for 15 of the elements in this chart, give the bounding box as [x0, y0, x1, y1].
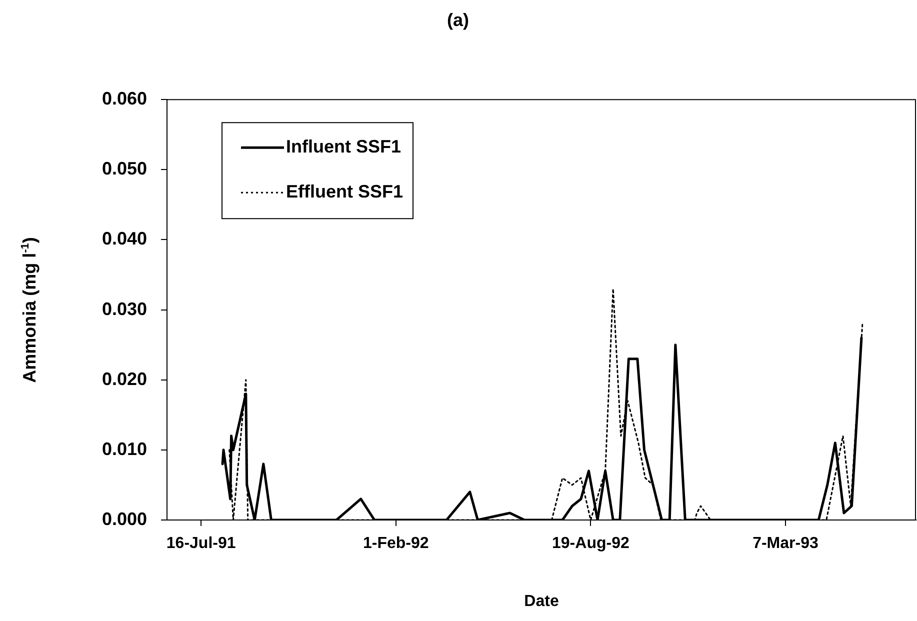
- x-tick-label: 16-Jul-91: [166, 535, 236, 552]
- chart-title: (a): [447, 10, 470, 30]
- y-tick-label: 0.010: [102, 438, 147, 459]
- x-axis-title: Date: [524, 592, 559, 610]
- y-tick-label: 0.000: [102, 508, 147, 529]
- y-tick-label: 0.040: [102, 228, 147, 249]
- y-tick-label: 0.030: [102, 298, 147, 319]
- y-tick-label: 0.060: [102, 88, 147, 109]
- legend-label: Influent SSF1: [286, 136, 402, 157]
- x-tick-label: 1-Feb-92: [362, 535, 429, 552]
- y-tick-label: 0.050: [102, 158, 147, 179]
- legend-label: Effluent SSF1: [286, 182, 404, 202]
- x-tick-label: 19-Aug-92: [552, 535, 630, 552]
- x-tick-label: 7-Mar-93: [752, 535, 818, 552]
- y-tick-label: 0.020: [102, 368, 147, 389]
